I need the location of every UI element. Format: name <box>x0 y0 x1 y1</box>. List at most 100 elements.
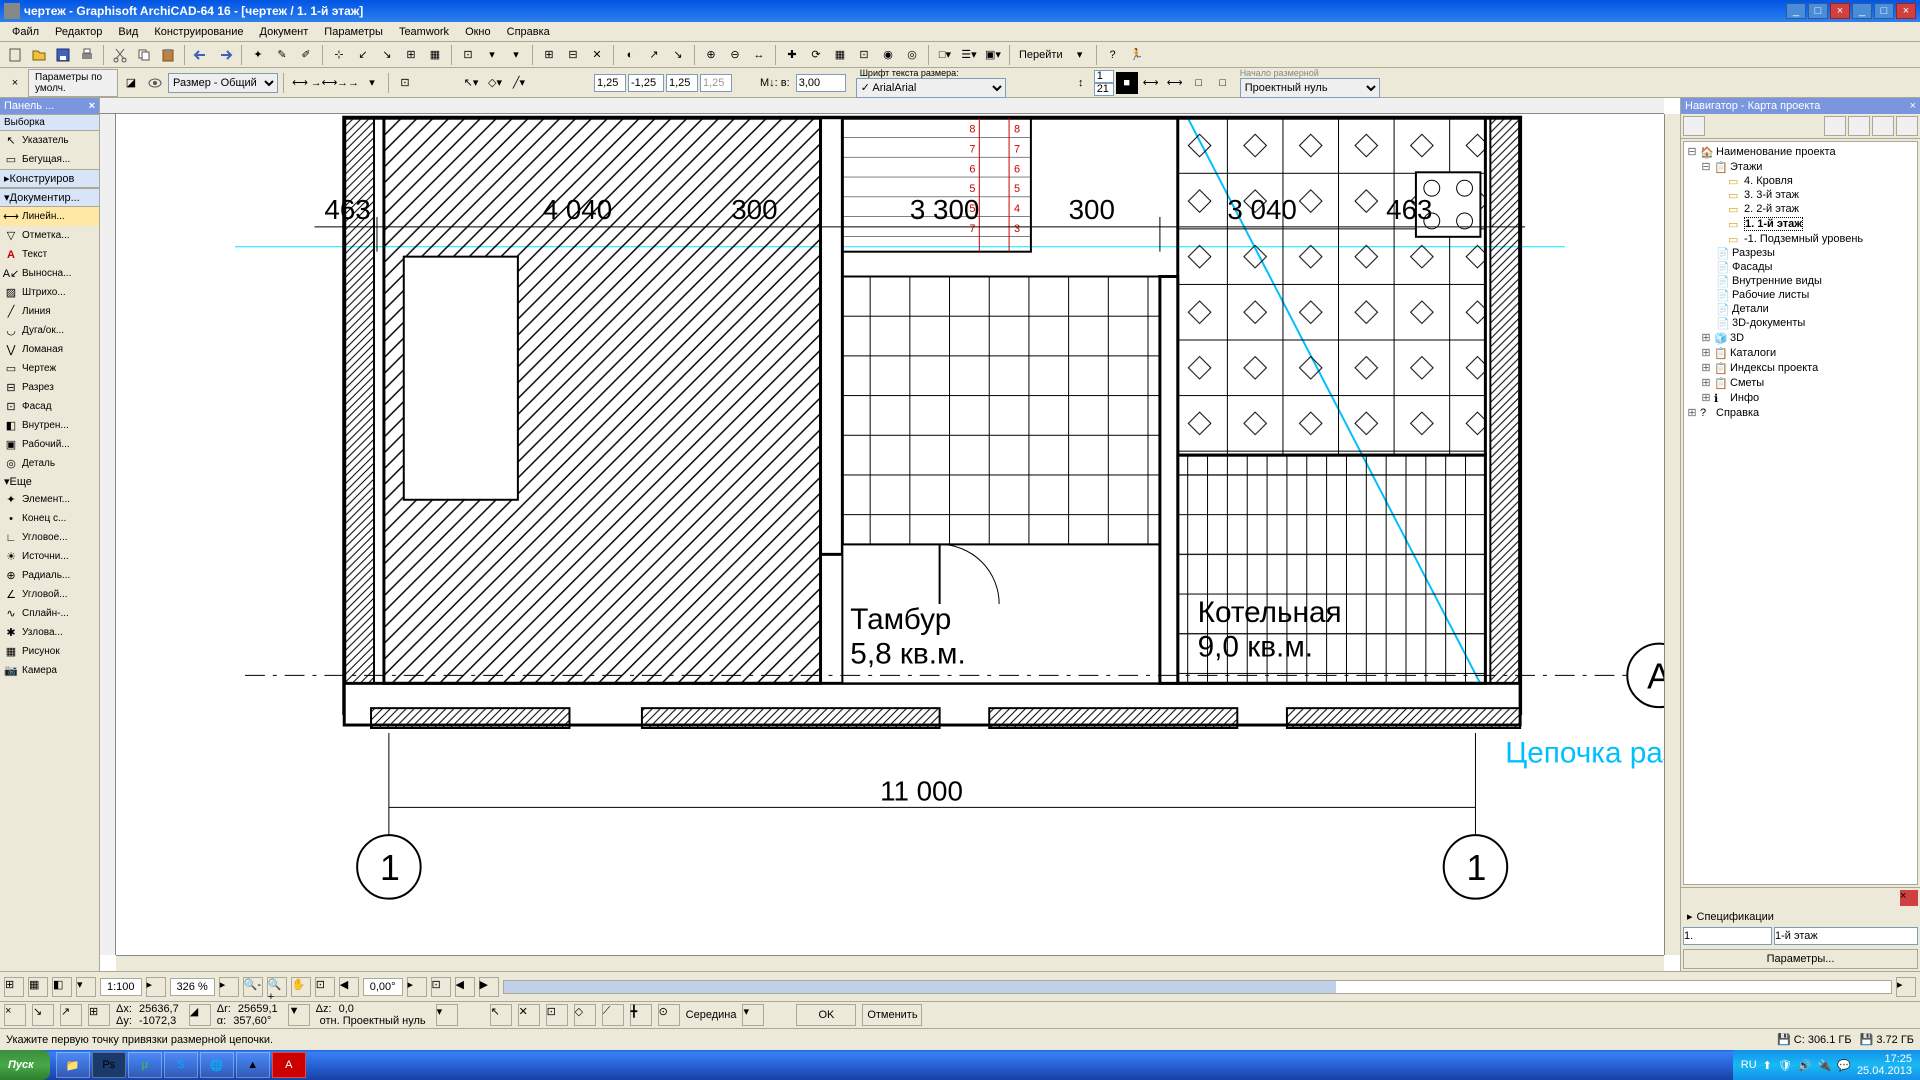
floor-num-input[interactable] <box>1683 927 1772 945</box>
tree-indexes[interactable]: ⊞📋Индексы проекта <box>1686 360 1915 375</box>
tool-level[interactable]: ▽Отметка... <box>0 226 99 245</box>
view-btn-3[interactable]: ▣▾ <box>982 44 1004 66</box>
tool-leader[interactable]: A↙Выносна... <box>0 264 99 283</box>
tree-floor-b[interactable]: ▭-1. Подземный уровень <box>1686 232 1915 246</box>
tool-radial[interactable]: ⊕Радиаль... <box>0 566 99 585</box>
tool-btn-o[interactable]: ◎ <box>901 44 923 66</box>
tree-lists[interactable]: ⊞📋Сметы <box>1686 375 1915 390</box>
dim-method-2[interactable]: →⟷ <box>313 72 335 94</box>
tool-corner[interactable]: ∟Угловое... <box>0 528 99 547</box>
layer-icon[interactable]: ◪ <box>120 72 142 94</box>
tool-polyline[interactable]: ⋁Ломаная <box>0 340 99 359</box>
tray-icon-2[interactable]: 🛡 <box>1778 1059 1792 1072</box>
menu-options[interactable]: Параметры <box>316 24 391 40</box>
task-skype[interactable]: S <box>164 1052 198 1078</box>
grid-btn-2[interactable]: ▾ <box>481 44 503 66</box>
nav-btn-4[interactable] <box>1896 116 1918 136</box>
pick-button[interactable]: ✦ <box>247 44 269 66</box>
nav-bot-btn1[interactable] <box>1880 890 1898 906</box>
zoom-display[interactable]: 326 % <box>170 978 215 996</box>
print-button[interactable] <box>76 44 98 66</box>
task-photoshop[interactable]: Ps <box>92 1052 126 1078</box>
grid-btn-1[interactable]: ⊡ <box>457 44 479 66</box>
tool-text[interactable]: AТекст <box>0 245 99 264</box>
tool-node[interactable]: ✱Узлова... <box>0 623 99 642</box>
opt-btn-end[interactable]: ▸ <box>1896 977 1916 997</box>
scale-input[interactable] <box>796 74 846 92</box>
tree-interior[interactable]: 📄Внутренние виды <box>1686 274 1915 288</box>
nav-btn-1[interactable] <box>1824 116 1846 136</box>
preset-button[interactable]: Параметры по умолч. <box>28 69 118 97</box>
style-btn-3[interactable]: ⟷ <box>1164 72 1186 94</box>
menu-view[interactable]: Вид <box>110 24 146 40</box>
redo-button[interactable] <box>214 44 236 66</box>
close-infobox-button[interactable]: × <box>4 72 26 94</box>
tree-facades[interactable]: 📄Фасады <box>1686 260 1915 274</box>
drawing-canvas[interactable]: 8 7 6 5 5 7 8 7 6 5 4 3 <box>116 114 1664 955</box>
tool-facade[interactable]: ⊡Фасад <box>0 397 99 416</box>
nav-btn-2[interactable] <box>1848 116 1870 136</box>
tool-hatch[interactable]: ▨Штрихо... <box>0 283 99 302</box>
num-bot[interactable] <box>1094 83 1114 96</box>
dim-method-1[interactable]: ⟷ <box>289 72 311 94</box>
tool-btn-k[interactable]: ⟳ <box>805 44 827 66</box>
zoom-out-icon[interactable]: 🔍- <box>243 977 263 997</box>
doc-minimize-button[interactable]: _ <box>1852 3 1872 19</box>
info-btn-1[interactable]: ⊞ <box>4 977 24 997</box>
close-button[interactable]: × <box>1830 3 1850 19</box>
eyedropper-button[interactable]: ✐ <box>295 44 317 66</box>
tool-btn-n[interactable]: ◉ <box>877 44 899 66</box>
doc-close-button[interactable]: × <box>1896 3 1916 19</box>
tray-icon-5[interactable]: 💬 <box>1837 1059 1851 1072</box>
menu-design[interactable]: Конструирование <box>146 24 251 40</box>
goto-dropdown[interactable]: ▾ <box>1069 44 1091 66</box>
menu-edit[interactable]: Редактор <box>47 24 110 40</box>
cut-button[interactable] <box>109 44 131 66</box>
help-icon[interactable]: ? <box>1102 44 1124 66</box>
navigator-tree[interactable]: ⊟🏠Наименование проекта ⊟📋Этажи ▭4. Кровл… <box>1683 141 1918 885</box>
prev-view-icon[interactable]: ◀ <box>339 977 359 997</box>
snap-f[interactable]: ╋ <box>630 1004 652 1026</box>
coord-btn-5[interactable]: ▼ <box>288 1004 310 1026</box>
ok-button[interactable]: OK <box>796 1004 856 1026</box>
tool-btn-m[interactable]: ⊡ <box>853 44 875 66</box>
tool-angular[interactable]: ∠Угловой... <box>0 585 99 604</box>
tool-marquee[interactable]: ▭Бегущая... <box>0 150 99 169</box>
maximize-button[interactable]: □ <box>1808 3 1828 19</box>
mid-dropdown[interactable]: ▾ <box>742 1004 764 1026</box>
opt-btn-1[interactable]: ⊡ <box>431 977 451 997</box>
scrollbar-vertical[interactable] <box>1664 114 1680 955</box>
marker-1[interactable]: ↖▾ <box>460 72 482 94</box>
tool-btn-g[interactable]: ⊕ <box>700 44 722 66</box>
info-btn-3[interactable]: ◧ <box>52 977 72 997</box>
style-btn-1[interactable]: ■ <box>1116 72 1138 94</box>
task-chrome[interactable]: 🌐 <box>200 1052 234 1078</box>
font-select[interactable]: ✓ ArialArial <box>856 78 1006 98</box>
dim-style-icon[interactable]: ⊡ <box>394 72 416 94</box>
quick-options-slider[interactable] <box>503 980 1892 994</box>
tree-floor-2[interactable]: ▭2. 2-й этаж <box>1686 202 1915 216</box>
grid-btn-3[interactable]: ▾ <box>505 44 527 66</box>
toolbox-section-document[interactable]: ▾Документир... <box>0 188 99 207</box>
coord-btn-2[interactable]: ↗ <box>60 1004 82 1026</box>
tool-btn-h[interactable]: ⊖ <box>724 44 746 66</box>
marker-3[interactable]: ╱▾ <box>508 72 530 94</box>
snap-btn-5[interactable]: ▦ <box>424 44 446 66</box>
tool-detail[interactable]: ◎Деталь <box>0 454 99 473</box>
tool-element[interactable]: ✦Элемент... <box>0 490 99 509</box>
tool-btn-a[interactable]: ⊞ <box>538 44 560 66</box>
tree-help[interactable]: ⊞?Справка <box>1686 405 1915 420</box>
dim-val-2[interactable] <box>628 74 664 92</box>
tool-btn-i[interactable]: ↔ <box>748 44 770 66</box>
dim-val-3[interactable] <box>666 74 698 92</box>
menu-window[interactable]: Окно <box>457 24 499 40</box>
style-btn-4[interactable]: □ <box>1188 72 1210 94</box>
tool-interior[interactable]: ◧Внутрен... <box>0 416 99 435</box>
tool-line[interactable]: ╱Линия <box>0 302 99 321</box>
minimize-button[interactable]: _ <box>1786 3 1806 19</box>
tree-info[interactable]: ⊞ℹИнфо <box>1686 390 1915 405</box>
toolbox-expand[interactable]: ▾Еще <box>0 473 99 490</box>
params-button[interactable]: Параметры... <box>1683 949 1918 969</box>
menu-help[interactable]: Справка <box>499 24 558 40</box>
tool-btn-f[interactable]: ↘ <box>667 44 689 66</box>
